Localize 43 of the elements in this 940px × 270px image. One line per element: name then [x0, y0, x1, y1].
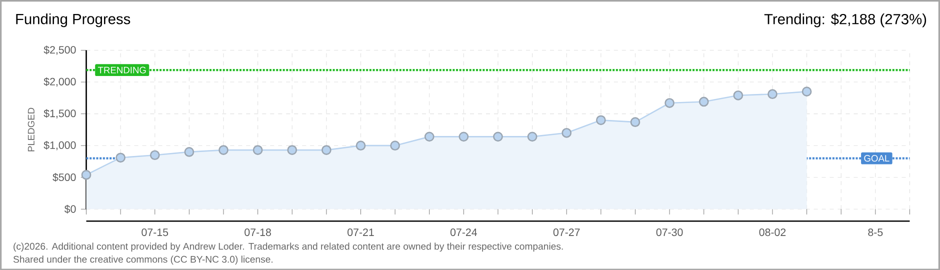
- x-tick-label: 07-21: [348, 228, 374, 236]
- chart-title: Funding Progress: [16, 13, 130, 27]
- point: [150, 150, 160, 160]
- y-axis-title: PLEDGED: [28, 108, 34, 152]
- y-tick-label: $1,000: [44, 140, 76, 150]
- chart-subtitle: Trending: $2,188 (273%): [764, 13, 926, 28]
- point: [630, 116, 640, 127]
- y-tick-label: $1,500: [44, 108, 76, 118]
- point: [81, 170, 92, 180]
- point: [802, 86, 812, 96]
- point: [527, 132, 538, 142]
- point: [218, 144, 228, 155]
- point: [184, 146, 194, 157]
- y-tick-label: $500: [52, 172, 76, 182]
- point: [768, 88, 778, 99]
- point: [424, 132, 434, 142]
- point: [733, 90, 744, 100]
- y-tick-label: $2,000: [44, 77, 76, 86]
- y-tick-label: $0: [64, 204, 76, 214]
- point: [596, 115, 606, 125]
- point: [252, 144, 263, 155]
- x-tick-label: 07-15: [142, 228, 168, 236]
- point: [116, 152, 126, 162]
- point: [562, 128, 572, 138]
- x-tick-label: 07-30: [656, 228, 683, 236]
- x-tick-label: 07-27: [553, 228, 580, 236]
- point: [664, 98, 674, 108]
- text: (c)2026. Additional content provided by Andrew Loder. Trademarks and related content are owned by their respective companies.: [14, 242, 563, 252]
- x-tick-label: 07-24: [450, 228, 477, 236]
- point: [458, 132, 469, 142]
- point: [698, 96, 709, 106]
- ref-line-label: GOAL: [864, 154, 890, 162]
- point: [322, 144, 332, 155]
- point: [356, 140, 366, 150]
- point: [390, 140, 400, 150]
- point: [287, 144, 298, 155]
- text: Shared under the creative commons (CC BY-NC 3.0) license.: [13, 255, 272, 264]
- point: [493, 132, 503, 142]
- x-tick-label: 08-02: [759, 228, 786, 236]
- x-tick-label: 8-5: [868, 228, 883, 236]
- x-tick-label: 07-18: [244, 228, 271, 236]
- y-tick-label: $2,500: [44, 45, 76, 55]
- ref-line-label: TRENDING: [98, 66, 146, 74]
